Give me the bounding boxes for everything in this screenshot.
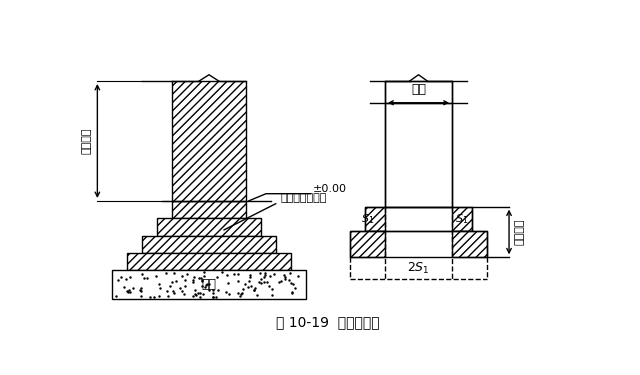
Bar xyxy=(350,231,486,257)
Bar xyxy=(350,231,385,257)
Text: 基础墙高: 基础墙高 xyxy=(81,128,92,154)
Bar xyxy=(385,81,452,207)
Bar xyxy=(365,207,472,231)
Bar xyxy=(172,201,246,218)
Bar xyxy=(142,236,276,253)
Bar xyxy=(452,231,486,257)
Bar xyxy=(112,270,306,299)
Text: 垫层: 垫层 xyxy=(202,278,216,291)
Bar xyxy=(127,253,291,270)
Bar xyxy=(157,218,261,236)
Text: 墙厚: 墙厚 xyxy=(411,82,426,96)
Bar xyxy=(452,207,472,231)
Bar xyxy=(172,81,246,201)
Text: ±0.00: ±0.00 xyxy=(313,184,347,194)
Bar xyxy=(385,81,452,207)
Bar xyxy=(365,207,385,231)
Text: $2S_1$: $2S_1$ xyxy=(407,261,430,276)
Text: 折加高度: 折加高度 xyxy=(515,219,525,245)
Text: 图 10-19  砖基断面图: 图 10-19 砖基断面图 xyxy=(276,315,380,329)
Text: $S_1$: $S_1$ xyxy=(361,212,374,226)
Text: 大放脚增加面积: 大放脚增加面积 xyxy=(281,193,327,203)
Text: $S_1$: $S_1$ xyxy=(455,212,468,226)
